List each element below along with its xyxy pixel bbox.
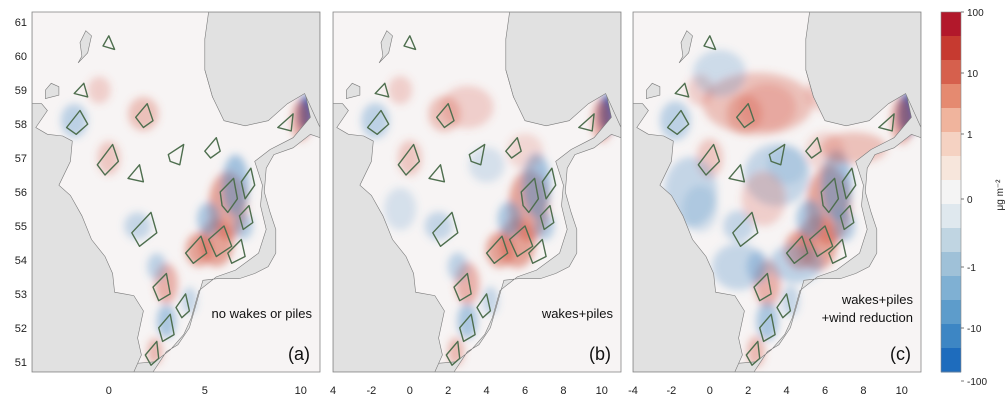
y-tick-label: 56 — [15, 187, 27, 199]
colorbar-segment — [941, 348, 961, 373]
x-tick-label: 4 — [484, 385, 490, 397]
y-tick-label: 57 — [15, 153, 27, 165]
y-tick-label: 61 — [15, 17, 27, 29]
colorbar-tick-label: -1 — [967, 263, 976, 274]
colorbar-segment — [941, 12, 961, 37]
panel-annotation: +wind reduction — [822, 310, 913, 325]
colorbar-segment — [941, 132, 961, 157]
x-tick-label: 4 — [784, 385, 790, 397]
x-tick-label: 2 — [445, 385, 451, 397]
concentration-blob — [128, 97, 159, 131]
colorbar-tick-label: 100 — [967, 8, 984, 19]
x-tick-label: 4 — [330, 385, 336, 397]
y-tick-label: 58 — [15, 119, 27, 131]
x-tick-label: -2 — [667, 385, 677, 397]
colorbar-segment — [941, 156, 961, 181]
y-tick-label: 51 — [15, 357, 27, 369]
panel-label: (c) — [890, 344, 911, 364]
colorbar-label: μg m⁻² — [995, 179, 1006, 211]
x-tick-label: 10 — [295, 385, 307, 397]
x-tick-label: 0 — [707, 385, 713, 397]
concentration-blob — [384, 188, 416, 231]
colorbar-segment — [941, 36, 961, 61]
concentration-blob — [534, 212, 554, 241]
map-panel-b: 4 -2 0 2 4 6 8 10 wakes+piles (b) — [330, 12, 621, 397]
colorbar-segment — [941, 228, 961, 253]
x-tick-label: 0 — [106, 385, 112, 397]
x-tick-label: 10 — [896, 385, 908, 397]
panel-label: (a) — [288, 344, 310, 364]
y-tick-label: 60 — [15, 51, 27, 63]
colorbar-segment — [941, 108, 961, 133]
x-tick-label: 6 — [522, 385, 528, 397]
colorbar-segment — [941, 252, 961, 277]
concentration-blob — [693, 50, 746, 97]
y-tick-label: 55 — [15, 221, 27, 233]
colorbar-segment — [941, 84, 961, 109]
x-tick-label: 5 — [202, 385, 208, 397]
y-tick-label: 53 — [15, 289, 27, 301]
y-tick-label: 54 — [15, 255, 27, 267]
x-tick-label: 8 — [560, 385, 566, 397]
x-tick-label: 10 — [596, 385, 608, 397]
concentration-blob — [796, 200, 822, 239]
concentration-blob — [388, 76, 412, 105]
concentration-blob — [197, 202, 220, 236]
colorbar-segment — [941, 276, 961, 301]
concentration-blob — [741, 171, 785, 226]
panel-annotation: no wakes or piles — [212, 306, 313, 321]
map-panel-a: 61605958575655545352510 5 10no wakes or pi… — [15, 12, 320, 397]
colorbar-segment — [941, 60, 961, 85]
colorbar-segment — [941, 180, 961, 205]
colorbar-tick-label: 0 — [967, 195, 973, 206]
concentration-blob — [88, 77, 111, 104]
colorbar-tick-label: 10 — [967, 69, 979, 80]
y-tick-label: 52 — [15, 323, 27, 335]
colorbar-segment — [941, 324, 961, 349]
colorbar-segment — [941, 204, 961, 229]
x-tick-label: -4 — [628, 385, 638, 397]
concentration-blob — [507, 133, 543, 169]
colorbar-tick-label: 1 — [967, 130, 973, 141]
colorbar-segment — [941, 300, 961, 325]
x-tick-label: -2 — [367, 385, 377, 397]
x-tick-label: 2 — [745, 385, 751, 397]
panel-label: (b) — [589, 344, 611, 364]
colorbar-tick-label: -100 — [967, 377, 987, 388]
map-panel-c: -4 -2 0 2 4 6 8 10 wakes+piles +wind reduction (c) — [628, 12, 921, 397]
panel-annotation: wakes+piles — [841, 292, 914, 307]
y-tick-label: 59 — [15, 85, 27, 97]
x-tick-label: 6 — [822, 385, 828, 397]
panel-annotation: wakes+piles — [541, 306, 614, 321]
x-tick-label: 8 — [860, 385, 866, 397]
x-tick-label: 0 — [407, 385, 413, 397]
concentration-blob — [234, 212, 253, 239]
colorbar-tick-label: -10 — [967, 324, 982, 335]
